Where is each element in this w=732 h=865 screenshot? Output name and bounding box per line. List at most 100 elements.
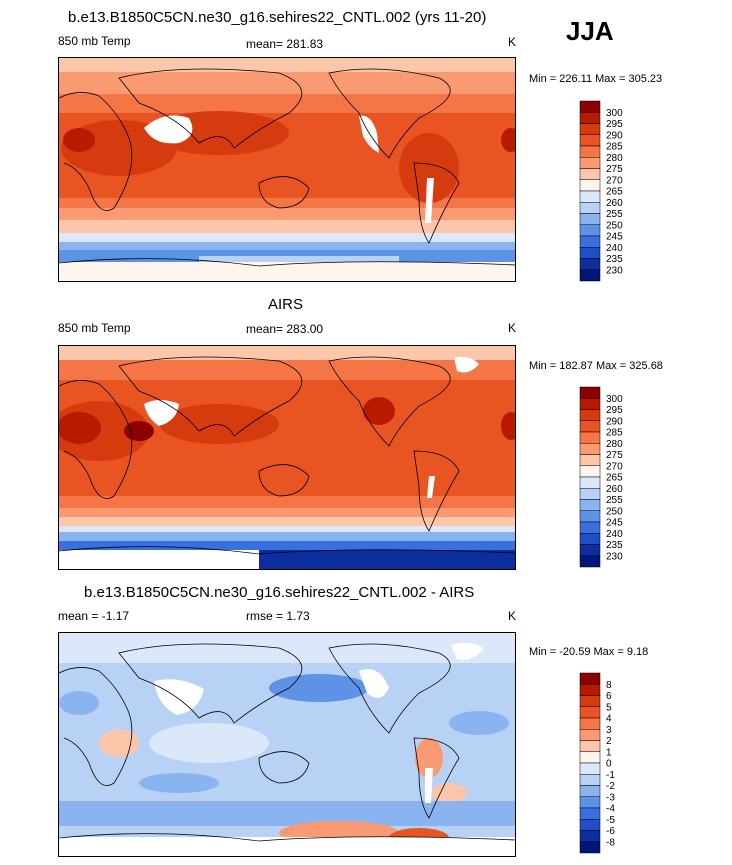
diff-band-arctic <box>59 633 515 663</box>
missing-andes-region <box>427 476 435 498</box>
panel-3-map-svg <box>59 633 515 856</box>
panel-2-map <box>58 345 516 570</box>
panel-1-map-svg <box>59 58 515 281</box>
coast-eurasia <box>118 356 303 437</box>
colorbar-swatch <box>579 785 601 797</box>
colorbar-swatch <box>579 247 601 259</box>
panel-1-minmax-label: Min = 226.11 Max = 305.23 <box>529 73 663 85</box>
colorbar-tick-label: 3 <box>606 725 612 736</box>
temp-band-south-cold <box>59 517 515 527</box>
missing-andes-region <box>425 768 433 803</box>
colorbar-tick-label: 275 <box>606 450 623 461</box>
temp-band-antarctic-edge <box>59 532 515 542</box>
temp-band-antarctic-edge <box>59 242 515 252</box>
colorbar-swatch <box>579 751 601 764</box>
colorbar-tick-label: 300 <box>606 108 623 119</box>
coast-north-america <box>328 68 451 159</box>
coast-antarctica <box>59 833 515 842</box>
colorbar-tick-label: 0 <box>606 759 612 770</box>
panel-3-coastlines <box>59 643 515 842</box>
warm-region-asia <box>159 404 279 444</box>
colorbar-swatch <box>579 157 601 169</box>
colorbar-swatch <box>579 706 601 719</box>
coast-africa <box>59 380 133 499</box>
colorbar-tick-label: 270 <box>606 175 623 186</box>
coast-australia <box>258 751 310 784</box>
missing-tibet-region <box>144 115 193 144</box>
colorbar-swatch <box>579 269 601 282</box>
colorbar-tick-label: 295 <box>606 119 623 130</box>
diff-neutral-indian-ocean <box>149 723 269 763</box>
colorbar-swatch <box>579 807 601 820</box>
colorbar-swatch <box>579 123 601 135</box>
colorbar-tick-label: -3 <box>606 792 615 803</box>
colorbar-swatch <box>579 235 601 248</box>
missing-rockies-region <box>359 115 379 153</box>
colorbar-tick-label: 255 <box>606 495 623 506</box>
colorbar-tick-label: 4 <box>606 714 612 725</box>
panel-1-units-label: K <box>508 35 517 49</box>
colorbar-swatch <box>579 672 601 685</box>
missing-antarctic-region <box>59 550 259 569</box>
coast-south-america <box>413 450 460 532</box>
panel-3-minmax-label: Min = -20.59 Max = 9.18 <box>529 646 649 658</box>
diff-warm-east-africa <box>99 729 139 757</box>
colorbar-tick-label: 230 <box>606 265 623 276</box>
panel-1-coastlines <box>59 68 515 267</box>
panel-3-units-label: K <box>508 609 517 623</box>
panel-3-map <box>58 632 516 857</box>
colorbar-tick-label: 240 <box>606 529 623 540</box>
temp-band-south-cold <box>59 233 515 243</box>
colorbar-swatch <box>579 476 601 489</box>
colorbar-tick-label: 290 <box>606 416 623 427</box>
diff-warm-south-atlantic <box>431 783 467 803</box>
colorbar-swatch <box>579 740 601 752</box>
colorbar-swatch <box>579 409 601 421</box>
colorbar-tick-label: 230 <box>606 551 623 562</box>
colorbar-tick-label: -6 <box>606 826 615 837</box>
panel-2-title: AIRS <box>268 296 304 313</box>
diff-band-southern-ocean <box>59 801 515 826</box>
colorbar-swatch <box>579 510 601 523</box>
colorbar-swatch <box>579 841 601 854</box>
colorbar-swatch <box>579 830 601 842</box>
panel-1-colorbar-svg: 3002952902852802752702652602552502452402… <box>579 100 623 282</box>
colorbar-swatch <box>579 112 601 124</box>
panel-3-mean-label: mean = -1.17 <box>58 609 130 623</box>
missing-rockies-region <box>359 669 389 698</box>
colorbar-swatch <box>579 224 601 237</box>
colorbar-swatch <box>579 533 601 545</box>
panel-2-colorbar-svg: 3002952902852802752702652602552502452402… <box>579 386 623 568</box>
coast-north-america <box>328 356 451 447</box>
coast-africa <box>59 667 133 786</box>
temp-band-antarctic <box>59 541 515 551</box>
colorbar-tick-label: 285 <box>606 142 623 153</box>
colorbar-tick-label: 265 <box>606 187 623 198</box>
colorbar-swatch <box>579 213 601 225</box>
panel-2-coastlines <box>59 356 515 555</box>
panel-2-minmax-label: Min = 182.87 Max = 325.68 <box>529 360 663 372</box>
colorbar-swatch <box>579 774 601 786</box>
colorbar-tick-label: 275 <box>606 164 623 175</box>
missing-greenland-region <box>454 356 479 373</box>
colorbar-tick-label: -4 <box>606 804 615 815</box>
season-label: JJA <box>566 16 614 46</box>
colorbar-tick-label: -8 <box>606 837 615 848</box>
colorbar-swatch <box>579 695 601 707</box>
panel-1-map <box>58 57 516 282</box>
panel-2-units-label: K <box>508 321 517 335</box>
coast-australia <box>258 176 310 209</box>
diff-warm-south-america <box>415 738 443 778</box>
colorbar-swatch <box>579 521 601 534</box>
colorbar-tick-label: -1 <box>606 770 615 781</box>
panel-2-map-svg <box>59 346 515 569</box>
warm-region-south-america <box>399 133 459 203</box>
coast-south-america <box>413 737 460 819</box>
hot-region-sahara <box>63 128 95 152</box>
colorbar-tick-label: 260 <box>606 198 623 209</box>
colorbar-swatch <box>579 179 601 192</box>
coast-australia <box>258 464 310 497</box>
coast-africa <box>59 92 133 211</box>
colorbar-swatch <box>579 544 601 556</box>
